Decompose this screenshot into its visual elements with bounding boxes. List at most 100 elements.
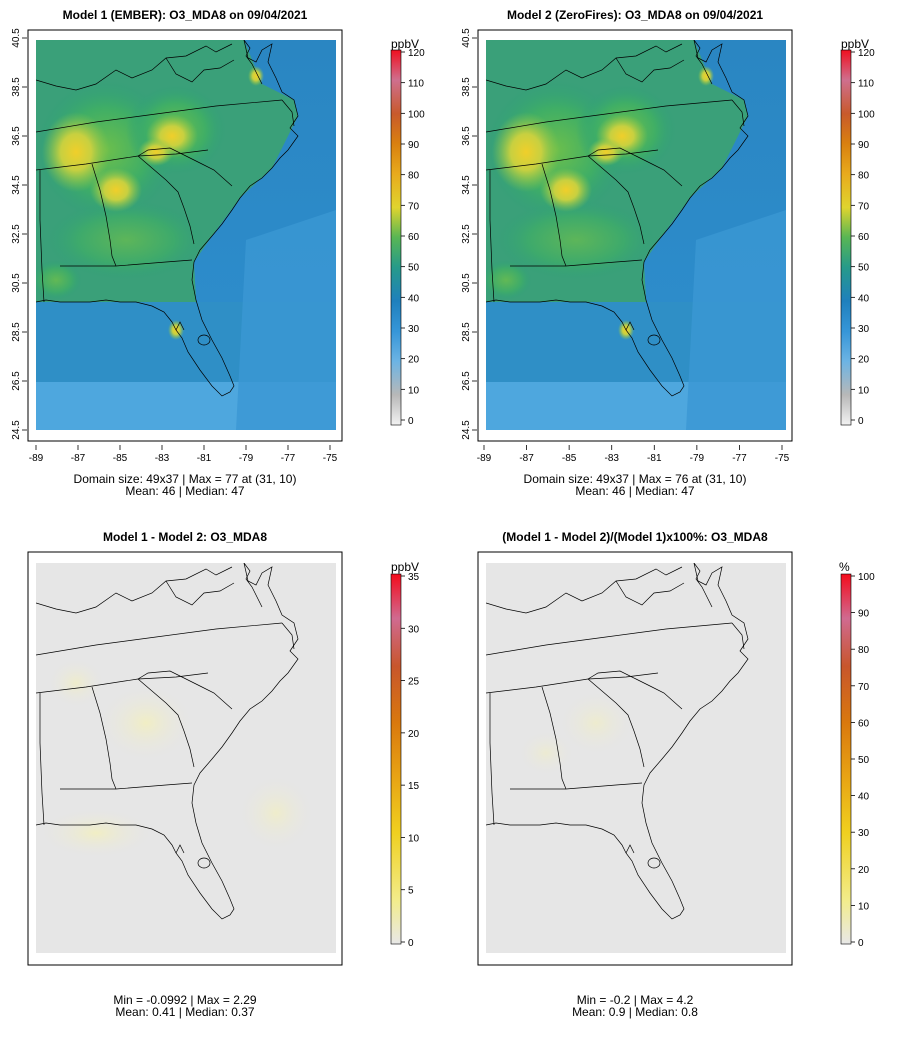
x-tick-label: -87 bbox=[519, 453, 534, 464]
colorbar-tick-label: 40 bbox=[408, 293, 420, 304]
colorbar-tick-label: 35 bbox=[408, 572, 420, 583]
colorbar-tick-label: 0 bbox=[408, 416, 414, 427]
y-tick-label: 34.5 bbox=[461, 175, 472, 195]
panel4-colorbar-ticks: 0 10 20 30 40 50 60 70 80 90 100 bbox=[851, 572, 875, 949]
y-tick-label: 40.5 bbox=[11, 28, 22, 48]
colorbar-tick-label: 70 bbox=[858, 682, 870, 693]
panel1-map bbox=[36, 40, 336, 430]
panel3-colorbar bbox=[390, 573, 402, 945]
y-tick-label: 32.5 bbox=[11, 224, 22, 244]
y-tick-label: 40.5 bbox=[461, 28, 472, 48]
x-tick-label: -85 bbox=[562, 453, 577, 464]
colorbar-tick-label: 100 bbox=[408, 109, 425, 120]
panel-model2: Model 2 (ZeroFires): O3_MDA8 on 09/04/20… bbox=[461, 8, 875, 498]
x-tick-label: -85 bbox=[113, 453, 128, 464]
x-tick-label: -75 bbox=[775, 453, 790, 464]
x-tick-label: -81 bbox=[647, 453, 662, 464]
colorbar-tick-label: 60 bbox=[858, 718, 870, 729]
panel2-y-axis: 24.5 26.5 28.5 30.5 32.5 34.5 36.5 38.5 40.5 bbox=[461, 28, 477, 440]
panel4-stats-line2: Mean: 0.9 | Median: 0.8 bbox=[572, 1005, 698, 1019]
colorbar-tick-label: 40 bbox=[858, 792, 870, 803]
x-tick-label: -77 bbox=[732, 453, 747, 464]
colorbar-tick-label: 90 bbox=[408, 140, 420, 151]
colorbar-tick-label: 40 bbox=[858, 293, 870, 304]
colorbar-tick-label: 70 bbox=[858, 201, 870, 212]
x-tick-label: -77 bbox=[281, 453, 296, 464]
y-tick-label: 26.5 bbox=[11, 371, 22, 391]
x-tick-label: -89 bbox=[29, 453, 44, 464]
colorbar-tick-label: 120 bbox=[408, 48, 425, 59]
panel1-colorbar bbox=[390, 49, 402, 426]
y-tick-label: 24.5 bbox=[11, 420, 22, 440]
colorbar-tick-label: 50 bbox=[858, 755, 870, 766]
y-tick-label: 36.5 bbox=[461, 126, 472, 146]
panel2-colorbar-unit: ppbV bbox=[841, 37, 869, 51]
panel2-x-axis: -89 -87 -85 -83 -81 -79 -77 -75 bbox=[477, 445, 790, 464]
y-tick-label: 28.5 bbox=[11, 322, 22, 342]
x-tick-label: -79 bbox=[239, 453, 254, 464]
y-tick-label: 24.5 bbox=[461, 420, 472, 440]
colorbar-tick-label: 20 bbox=[858, 865, 870, 876]
panel2-colorbar bbox=[840, 49, 852, 426]
panel1-stats-line1: Domain size: 49x37 | Max = 77 at (31, 10… bbox=[74, 472, 297, 486]
panel3-colorbar-unit: ppbV bbox=[391, 560, 419, 574]
colorbar-tick-label: 15 bbox=[408, 781, 420, 792]
panel4-stats-line1: Min = -0.2 | Max = 4.2 bbox=[577, 993, 694, 1007]
colorbar-tick-label: 120 bbox=[858, 48, 875, 59]
colorbar-tick-label: 80 bbox=[408, 171, 420, 182]
panel3-stats-line2: Mean: 0.41 | Median: 0.37 bbox=[115, 1005, 255, 1019]
panel3-title: Model 1 - Model 2: O3_MDA8 bbox=[103, 530, 267, 544]
x-tick-label: -83 bbox=[155, 453, 170, 464]
colorbar-tick-label: 0 bbox=[858, 416, 864, 427]
panel-difference: Model 1 - Model 2: O3_MDA8 Min = -0.0992… bbox=[27, 530, 420, 1019]
panel2-title: Model 2 (ZeroFires): O3_MDA8 on 09/04/20… bbox=[507, 8, 763, 22]
panel3-colorbar-ticks: 0 5 10 15 20 25 30 35 bbox=[401, 572, 420, 949]
panel1-title: Model 1 (EMBER): O3_MDA8 on 09/04/2021 bbox=[63, 8, 308, 22]
colorbar-tick-label: 80 bbox=[858, 171, 870, 182]
colorbar-tick-label: 110 bbox=[858, 79, 874, 90]
x-tick-label: -89 bbox=[477, 453, 492, 464]
colorbar-tick-label: 50 bbox=[408, 263, 420, 274]
x-tick-label: -87 bbox=[71, 453, 86, 464]
colorbar-tick-label: 0 bbox=[858, 938, 864, 949]
panel1-y-axis: 24.5 26.5 28.5 30.5 32.5 34.5 36.5 38.5 40.5 bbox=[11, 28, 27, 440]
panel2-map bbox=[486, 40, 786, 430]
panel4-map bbox=[486, 563, 786, 953]
y-tick-label: 36.5 bbox=[11, 126, 22, 146]
panel4-title: (Model 1 - Model 2)/(Model 1)x100%: O3_M… bbox=[502, 530, 768, 544]
colorbar-tick-label: 100 bbox=[858, 572, 875, 583]
y-tick-label: 32.5 bbox=[461, 224, 472, 244]
colorbar-tick-label: 25 bbox=[408, 677, 420, 688]
colorbar-tick-label: 30 bbox=[408, 624, 420, 635]
colorbar-tick-label: 10 bbox=[408, 833, 420, 844]
y-tick-label: 28.5 bbox=[461, 322, 472, 342]
panel-model1: Model 1 (EMBER): O3_MDA8 on 09/04/2021 -… bbox=[11, 8, 425, 498]
colorbar-tick-label: 0 bbox=[408, 938, 414, 949]
panel3-map bbox=[36, 563, 336, 953]
colorbar-tick-label: 10 bbox=[408, 385, 420, 396]
panel3-stats-line1: Min = -0.0992 | Max = 2.29 bbox=[113, 993, 257, 1007]
panel2-colorbar-ticks: 0 10 20 30 40 50 60 70 80 90 100 110 120 bbox=[851, 48, 875, 427]
x-tick-label: -79 bbox=[690, 453, 705, 464]
colorbar-tick-label: 60 bbox=[408, 232, 420, 243]
colorbar-tick-label: 60 bbox=[858, 232, 870, 243]
panel-percent-difference: (Model 1 - Model 2)/(Model 1)x100%: O3_M… bbox=[477, 530, 875, 1019]
y-tick-label: 34.5 bbox=[11, 175, 22, 195]
y-tick-label: 26.5 bbox=[461, 371, 472, 391]
x-tick-label: -83 bbox=[604, 453, 619, 464]
colorbar-tick-label: 10 bbox=[858, 385, 870, 396]
y-tick-label: 38.5 bbox=[11, 77, 22, 97]
colorbar-tick-label: 5 bbox=[408, 886, 414, 897]
colorbar-tick-label: 20 bbox=[408, 355, 420, 366]
colorbar-tick-label: 30 bbox=[408, 324, 420, 335]
colorbar-tick-label: 20 bbox=[408, 729, 420, 740]
panel1-stats-line2: Mean: 46 | Median: 47 bbox=[125, 484, 245, 498]
colorbar-tick-label: 10 bbox=[858, 901, 870, 912]
panel4-colorbar-unit: % bbox=[839, 560, 850, 574]
y-tick-label: 30.5 bbox=[11, 273, 22, 293]
y-tick-label: 38.5 bbox=[461, 77, 472, 97]
x-tick-label: -75 bbox=[323, 453, 338, 464]
x-tick-label: -81 bbox=[197, 453, 212, 464]
colorbar-tick-label: 90 bbox=[858, 609, 870, 620]
